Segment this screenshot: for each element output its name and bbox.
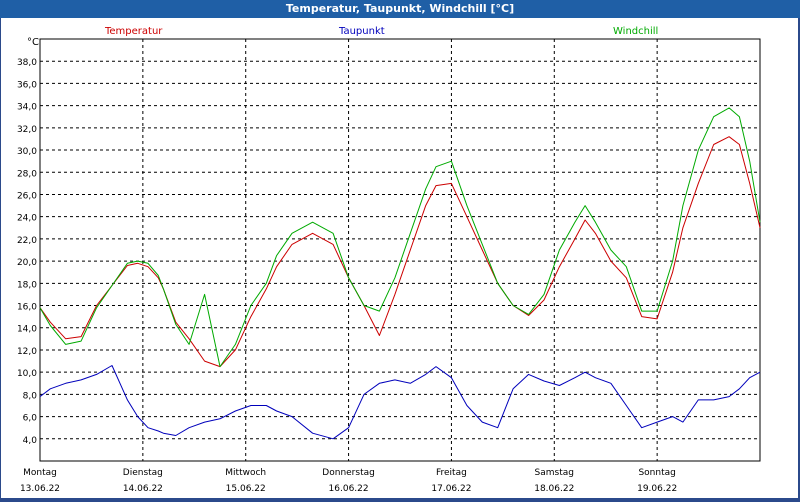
y-tick-label: 28,0: [17, 169, 37, 179]
y-tick-label: 34,0: [17, 103, 37, 113]
x-tick-date: 17.06.22: [431, 484, 471, 494]
y-tick-label: 32,0: [17, 125, 37, 135]
y-tick-label: 8,0: [23, 391, 38, 401]
y-tick-label: 16,0: [17, 303, 37, 313]
chart-panel: 38,0 36,0 34,0 32,0 30,0 28,0 26,0 24,0 22,0 20,0…: [1, 18, 798, 498]
x-tick-date: 19.06.22: [637, 484, 677, 494]
x-tick-day: Mittwoch: [225, 468, 266, 478]
y-axis-label: °C: [27, 37, 39, 48]
y-tick-label: 6,0: [23, 414, 38, 424]
chart-title: Temperatur, Taupunkt, Windchill [°C]: [0, 0, 800, 18]
line-chart: 38,0 36,0 34,0 32,0 30,0 28,0 26,0 24,0 22,0 20,0…: [17, 26, 761, 494]
y-tick-label: 14,0: [17, 325, 37, 335]
legend-temperatur: Temperatur: [104, 26, 163, 37]
legend-windchill: Windchill: [613, 26, 658, 37]
y-tick-label: 4,0: [23, 436, 38, 446]
y-tick-label: 24,0: [17, 214, 37, 224]
y-tick-label: 18,0: [17, 280, 37, 290]
plot-area: [39, 38, 761, 462]
y-tick-label: 12,0: [17, 347, 37, 357]
x-tick-date: 18.06.22: [534, 484, 574, 494]
x-tick-date: 16.06.22: [329, 484, 369, 494]
y-tick-label: 36,0: [17, 80, 37, 90]
x-tick-day: Freitag: [436, 468, 467, 478]
x-tick-day: Sonntag: [638, 468, 675, 478]
x-tick-day: Montag: [23, 468, 57, 478]
series-line-temperatur: [39, 136, 761, 368]
series-line-taupunkt: [39, 365, 761, 440]
y-tick-label: 30,0: [17, 147, 37, 157]
y-tick-label: 20,0: [17, 258, 37, 268]
x-tick-day: Samstag: [535, 468, 574, 478]
x-tick-date: 14.06.22: [123, 484, 163, 494]
y-tick-label: 22,0: [17, 236, 37, 246]
y-tick-label: 26,0: [17, 191, 37, 201]
x-tick-date: 15.06.22: [226, 484, 266, 494]
legend-taupunkt: Taupunkt: [338, 26, 385, 37]
series-line-windchill: [39, 107, 761, 368]
x-tick-date: 13.06.22: [20, 484, 60, 494]
y-tick-label: 10,0: [17, 369, 37, 379]
x-tick-day: Dienstag: [123, 468, 163, 478]
x-tick-day: Donnerstag: [322, 468, 375, 478]
y-tick-label: 38,0: [17, 58, 37, 68]
